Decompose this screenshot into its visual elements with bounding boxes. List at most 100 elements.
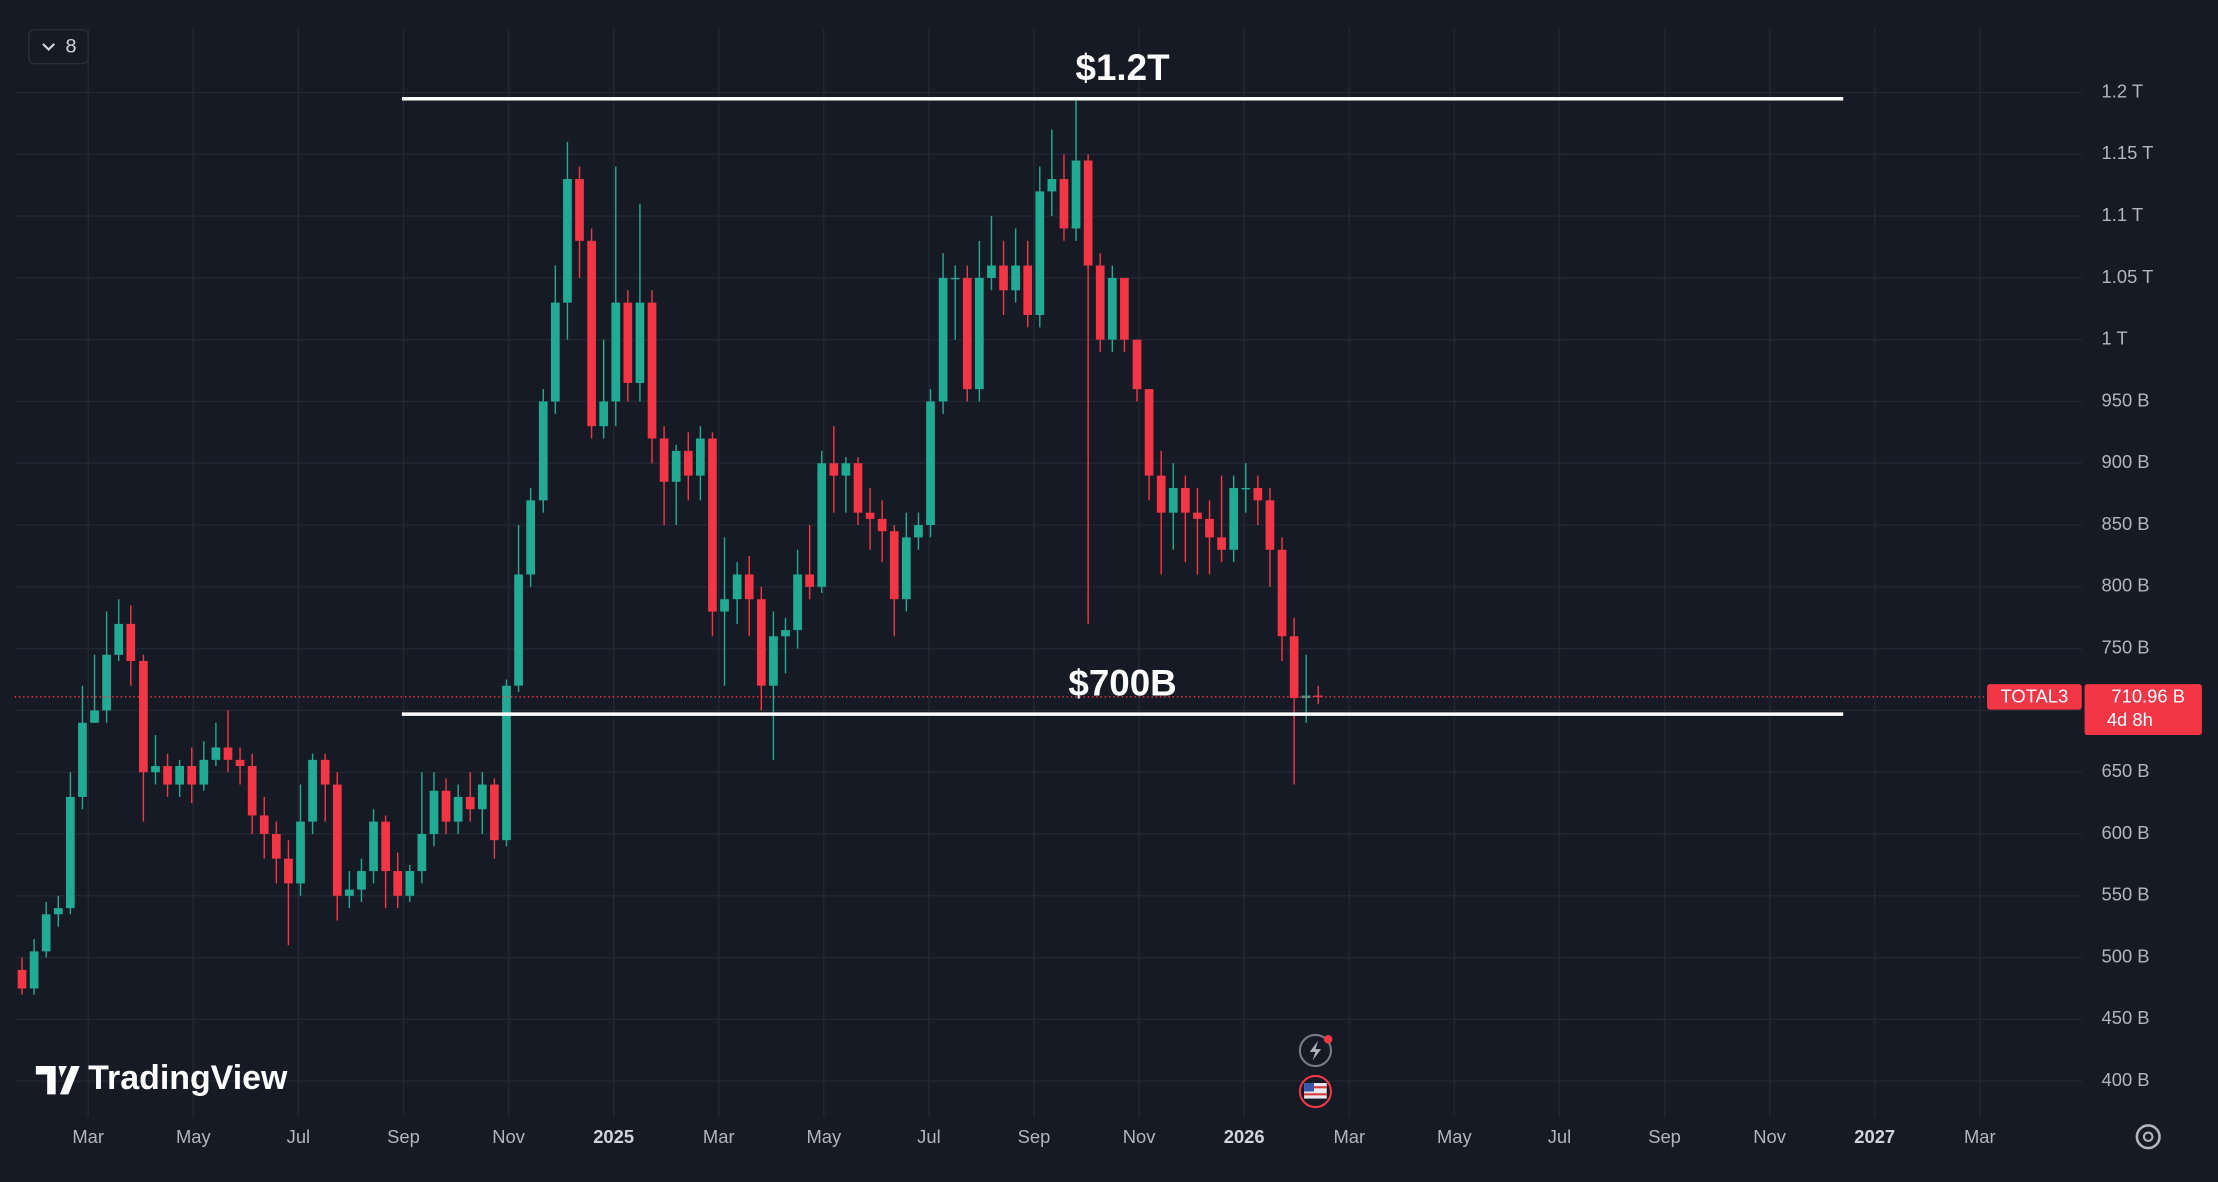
candle-body [1205, 518, 1214, 538]
y-tick-label: 1.1 T [2102, 204, 2144, 225]
candle-body [926, 401, 935, 526]
y-tick-label: 750 B [2102, 636, 2150, 657]
candle-body [163, 766, 172, 785]
candle-body [78, 722, 87, 797]
x-tick-label: 2025 [593, 1126, 634, 1147]
candle-body [647, 302, 657, 439]
candle-body [938, 277, 948, 402]
y-tick-label: 800 B [2102, 575, 2150, 596]
candle-body [53, 908, 63, 915]
x-tick-label: 2027 [1854, 1126, 1895, 1147]
countdown-label: 4d 8h [2107, 709, 2153, 730]
candle-body [502, 685, 511, 841]
y-tick-label: 950 B [2102, 389, 2150, 410]
watermark: TradingView [35, 1059, 288, 1097]
candle-body [1301, 695, 1311, 699]
candle-body [599, 401, 609, 427]
event-icons[interactable] [1298, 1033, 1333, 1109]
candle-body [405, 871, 415, 896]
candle-body [623, 302, 633, 383]
candle-body [793, 574, 802, 631]
x-tick-label: May [806, 1126, 842, 1147]
candle-body [841, 463, 851, 476]
chevron[interactable] [42, 43, 55, 51]
candle-body [744, 574, 754, 600]
candle-body [853, 463, 863, 513]
candle-body [817, 463, 827, 587]
candle-body [708, 438, 717, 612]
candle-body [417, 833, 427, 872]
candle-body [829, 463, 839, 476]
candle-body [1011, 265, 1020, 291]
candle-body [1241, 487, 1251, 490]
gear[interactable] [2135, 1124, 2161, 1150]
event-bolt [1309, 1040, 1322, 1061]
candle-body [247, 766, 257, 816]
candle-body [1217, 537, 1226, 550]
candle-body [211, 747, 221, 760]
candle-body [683, 450, 693, 476]
price-tag [2084, 684, 2202, 736]
logo-text: TradingView [88, 1059, 288, 1097]
candle-body [1253, 487, 1263, 501]
candle-body [962, 277, 972, 390]
candle-body [1095, 265, 1105, 340]
candle-body [187, 766, 197, 785]
candle-body [223, 747, 233, 760]
candle-body [889, 531, 899, 600]
candle-body [769, 636, 778, 686]
level-label: $1.2T [1076, 47, 1171, 88]
interval-badge[interactable]: 8 [28, 28, 89, 65]
candle-body [90, 710, 99, 723]
y-tick-label: 450 B [2102, 1007, 2150, 1028]
candle-body [563, 179, 572, 303]
y-tick-label: 550 B [2102, 884, 2150, 905]
candle-body [1144, 389, 1154, 476]
candle-body [1132, 339, 1142, 390]
badge-box[interactable] [28, 28, 89, 65]
y-tick-label: 400 B [2102, 1069, 2150, 1090]
candle-body [950, 277, 960, 280]
candle-body [1120, 277, 1129, 340]
plot-area [14, 98, 2082, 995]
candle-body [514, 574, 523, 686]
candle-body [901, 537, 911, 600]
candle-body [320, 759, 330, 785]
x-tick-label: May [176, 1126, 212, 1147]
candle-body [66, 796, 75, 909]
candle-body [756, 599, 766, 686]
y-tick-label: 650 B [2102, 760, 2150, 781]
x-tick-label: Nov [492, 1126, 525, 1147]
candle-body [1229, 487, 1239, 550]
candle-body [538, 401, 548, 501]
candle-body [259, 815, 269, 834]
y-tick-label: 900 B [2102, 451, 2150, 472]
candle-body [114, 623, 124, 655]
flag-canton [1304, 1083, 1315, 1092]
event-dot [1323, 1034, 1333, 1044]
candle-body [696, 438, 705, 476]
candle-body [1180, 487, 1190, 513]
settings-icon[interactable] [2135, 1124, 2161, 1150]
y-tick-label: 1.05 T [2102, 266, 2154, 287]
candle-body [465, 796, 475, 810]
price-label: 710.96 B [2111, 685, 2185, 706]
candle-body [175, 766, 184, 785]
candle-body [393, 871, 403, 896]
candle-body [1289, 636, 1299, 699]
candle-body [332, 784, 342, 896]
candle-body [1059, 179, 1069, 229]
candle-body [235, 759, 245, 767]
candle-body [1035, 191, 1045, 315]
candle-body [1071, 160, 1081, 229]
y-tick-label: 1 T [2102, 328, 2128, 349]
x-tick-label: 2026 [1224, 1126, 1265, 1147]
candle-body [453, 796, 463, 822]
candle-body [429, 790, 439, 834]
x-tick-label: Jul [287, 1126, 311, 1147]
candle-body [526, 500, 535, 575]
y-tick-label: 600 B [2102, 822, 2150, 843]
